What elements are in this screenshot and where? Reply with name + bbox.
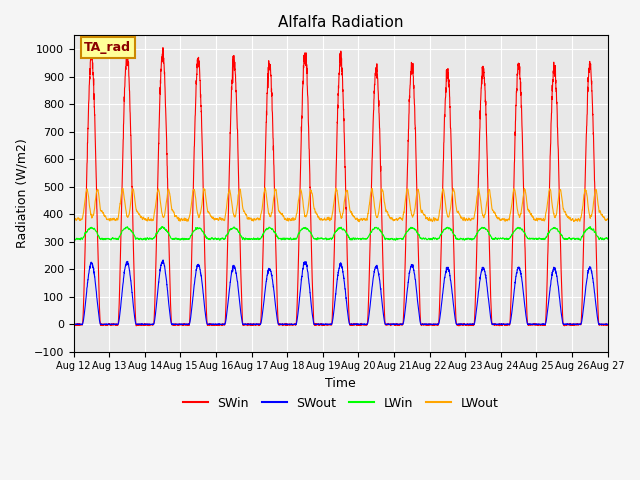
SWout — [70, 322, 77, 327]
LWin — [604, 236, 611, 242]
LWout — [403, 192, 410, 198]
LWin — [604, 236, 611, 242]
LWin — [392, 238, 399, 243]
SWout — [403, 300, 410, 305]
Line: LWout: LWout — [74, 188, 607, 222]
Line: SWin: SWin — [74, 48, 607, 326]
Y-axis label: Radiation (W/m2): Radiation (W/m2) — [15, 139, 28, 248]
SWout — [386, 322, 394, 328]
LWin — [219, 235, 227, 241]
LWout — [355, 219, 363, 225]
Text: TA_rad: TA_rad — [84, 41, 131, 54]
LWin — [70, 235, 77, 241]
SWout — [604, 322, 611, 327]
LWout — [604, 216, 611, 222]
LWin — [393, 236, 401, 242]
SWin — [393, 322, 401, 327]
SWout — [219, 322, 227, 327]
SWin — [553, 101, 561, 107]
Line: SWout: SWout — [74, 260, 607, 325]
SWin — [184, 322, 192, 327]
LWout — [184, 218, 192, 224]
SWin — [159, 45, 167, 50]
SWin — [561, 323, 568, 329]
LWout — [261, 185, 269, 191]
LWout — [553, 206, 561, 212]
LWin — [184, 236, 192, 242]
LWout — [604, 216, 611, 222]
LWout — [393, 216, 401, 222]
Line: LWin: LWin — [74, 227, 607, 240]
SWin — [604, 322, 611, 328]
SWout — [604, 322, 611, 327]
SWin — [70, 321, 77, 327]
LWout — [70, 215, 77, 221]
Legend: SWin, SWout, LWin, LWout: SWin, SWout, LWin, LWout — [177, 392, 504, 415]
X-axis label: Time: Time — [325, 377, 356, 390]
SWin — [402, 228, 410, 234]
SWout — [393, 322, 401, 327]
SWin — [604, 322, 611, 328]
Title: Alfalfa Radiation: Alfalfa Radiation — [278, 15, 403, 30]
LWout — [219, 216, 227, 222]
LWin — [553, 226, 561, 232]
SWout — [184, 321, 192, 327]
SWout — [159, 257, 167, 263]
SWout — [553, 275, 561, 280]
LWin — [159, 224, 166, 229]
SWin — [219, 321, 227, 327]
LWin — [403, 230, 410, 236]
